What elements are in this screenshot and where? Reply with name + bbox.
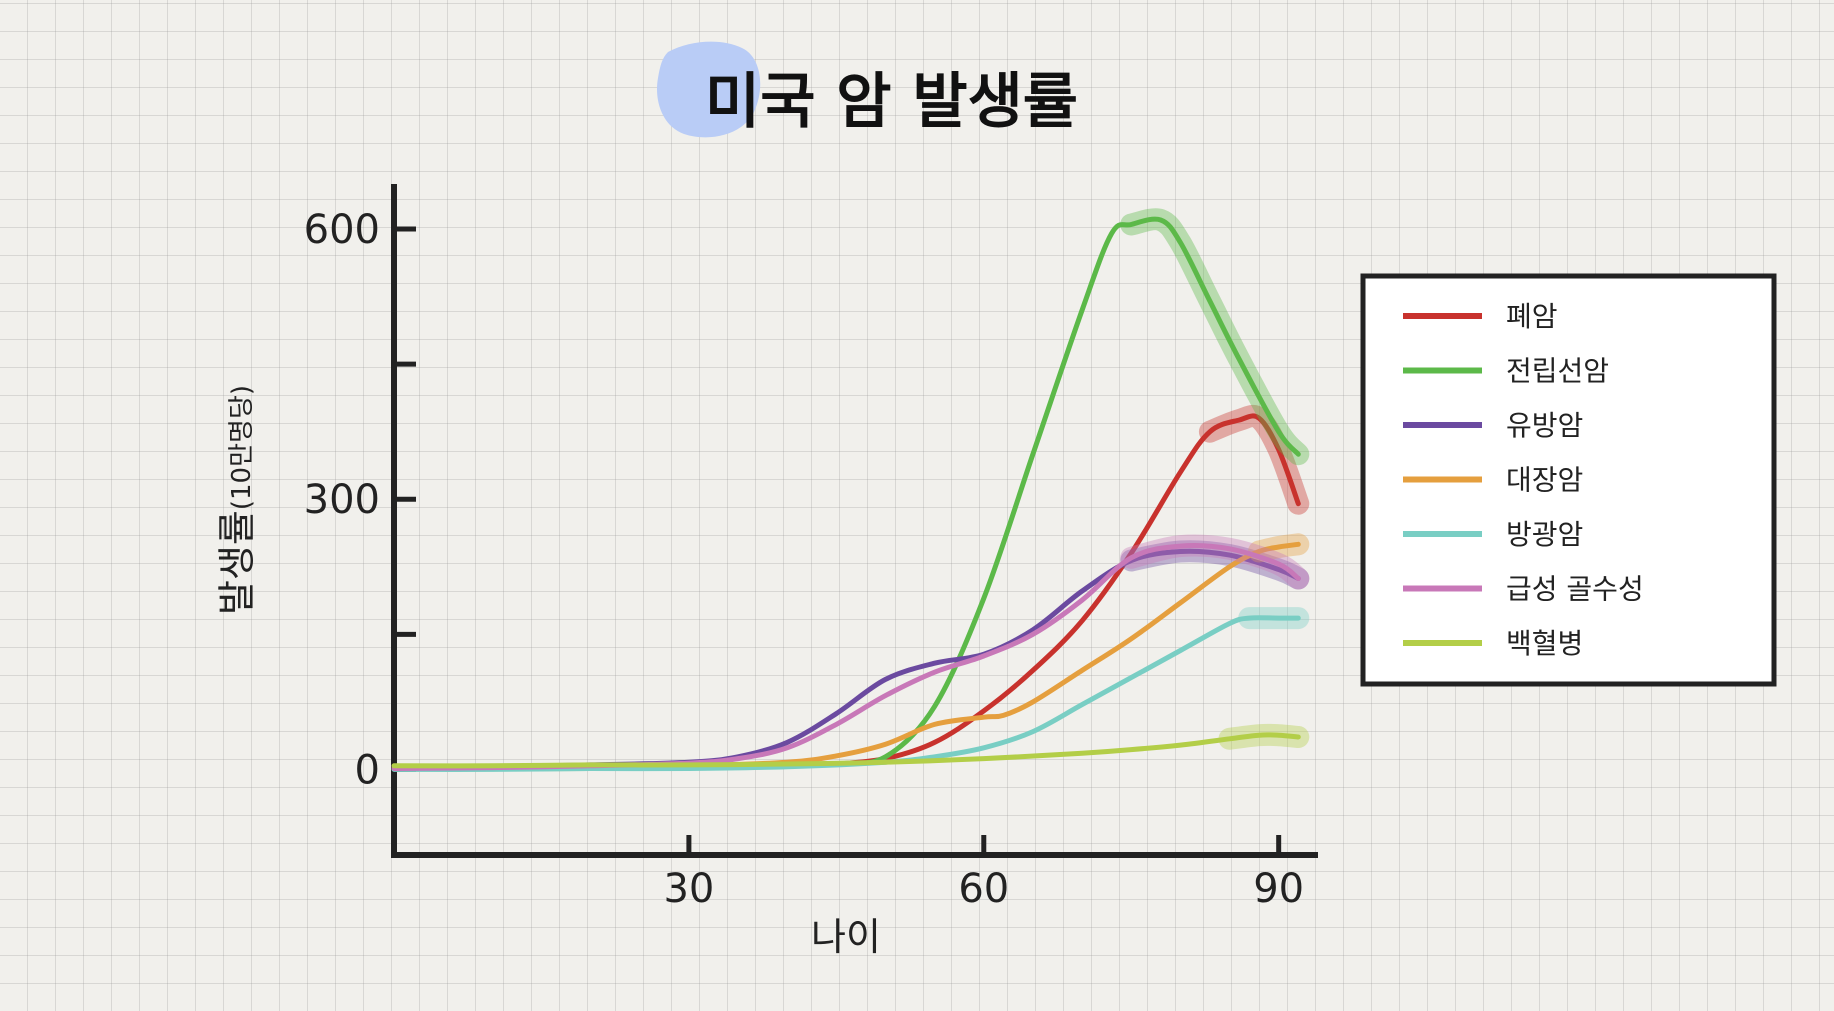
- ticks: 30 60 90 0 300 600: [304, 207, 1304, 912]
- x-tick-label: 30: [663, 866, 714, 912]
- y-tick-label: 600: [304, 207, 380, 253]
- series-2: [391, 208, 1310, 772]
- legend-item: 방광암: [1403, 518, 1583, 551]
- title-text: 미국 암 발생률: [705, 67, 1078, 137]
- series-line: [391, 413, 1301, 771]
- series-line: [391, 615, 1301, 772]
- x-tick-label: 90: [1253, 866, 1304, 912]
- legend-label: 대장암: [1506, 464, 1583, 497]
- series-line: [391, 216, 1301, 772]
- legend-item: 대장암: [1403, 464, 1583, 497]
- series-4: [391, 533, 1310, 772]
- legend-item: 전립선암: [1403, 355, 1609, 388]
- y-tick-label: 300: [304, 477, 380, 523]
- series-5: [391, 607, 1310, 772]
- series-7: [391, 723, 1310, 769]
- axes: [391, 184, 1318, 858]
- legend-item: 폐암: [1403, 300, 1558, 333]
- legend-label: 유방암: [1506, 409, 1583, 442]
- chart-title: 미국 암 발생률: [657, 41, 1078, 138]
- x-axis-label: 나이: [811, 915, 881, 959]
- y-tick-label: 0: [355, 747, 380, 793]
- y-axis-label: 발생률(10만명당): [215, 385, 259, 615]
- legend-item: 백혈병: [1403, 627, 1583, 660]
- svg-text:발생률(10만명당): 발생률(10만명당): [215, 385, 259, 615]
- legend-label: 백혈병: [1506, 627, 1583, 660]
- y-axis-label-main: 발생률: [215, 510, 259, 615]
- series-line: [391, 542, 1301, 771]
- title-highlight-blob: [657, 41, 761, 138]
- legend-label: 방광암: [1506, 518, 1583, 551]
- series-layer: [391, 208, 1310, 772]
- legend-label: 폐암: [1506, 300, 1558, 333]
- y-axis-label-unit: (10만명당): [227, 385, 257, 510]
- series-line: [391, 541, 1301, 772]
- series-6: [391, 534, 1310, 771]
- legend-item: 유방암: [1403, 409, 1583, 442]
- series-line: [391, 732, 1301, 769]
- series-1: [391, 404, 1310, 771]
- legend-label: 급성 골수성: [1506, 573, 1644, 606]
- legend-label: 전립선암: [1506, 355, 1609, 388]
- x-tick-label: 60: [958, 866, 1009, 912]
- legend-item: 급성 골수성: [1403, 573, 1644, 606]
